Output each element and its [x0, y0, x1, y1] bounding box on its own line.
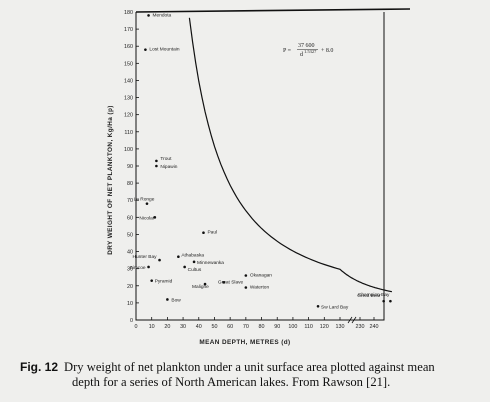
y-tick-label: 20	[127, 284, 133, 290]
data-point	[150, 279, 153, 282]
y-tick-label: 140	[124, 78, 133, 84]
figure-caption: Fig. 12 Dry weight of net plankton under …	[20, 360, 482, 390]
point-label: Nipawin	[160, 164, 177, 170]
y-tick-label: 0	[130, 318, 133, 324]
point-label: La Ronge	[134, 197, 155, 203]
data-point	[147, 265, 150, 269]
point-label: Maligne	[192, 284, 209, 290]
data-point	[244, 286, 248, 289]
point-label: Mendota	[153, 12, 172, 18]
x-tick-label: 130	[336, 324, 345, 330]
point-label: Minnewanka	[197, 260, 224, 266]
caption-label: Fig. 12	[20, 360, 59, 374]
y-axis-title: DRY WEIGHT OF NET PLANKTON, Kg/Ha (p)	[107, 105, 114, 255]
data-point	[144, 48, 147, 51]
x-tick-label: 10	[149, 324, 155, 330]
point-label: Bow	[171, 297, 181, 303]
data-point	[147, 14, 150, 17]
y-tick-label: 110	[124, 130, 133, 136]
formula-lhs: P =	[283, 48, 292, 54]
y-tick-label: 30	[127, 267, 133, 273]
data-point	[244, 274, 248, 277]
data-point	[316, 305, 320, 308]
y-tick-label: 170	[124, 27, 133, 33]
formula-numerator: 37 600	[298, 43, 315, 49]
data-point	[192, 260, 196, 264]
x-axis: 0 10 20 30 40 50 60 70 80 90 100 110 120 130 230 240	[135, 316, 379, 330]
x-tick-label: 0	[135, 324, 138, 330]
point-label: Simcoe	[130, 265, 146, 271]
point-label: Trout	[160, 156, 172, 162]
y-tick-label: 100	[124, 147, 133, 153]
data-points: Mendota Lost Mountain Trout Nipawin La Ronge…	[130, 12, 392, 310]
x-axis-title: MEAN DEPTH, METRES (d)	[199, 339, 290, 346]
y-tick-label: 80	[127, 181, 133, 187]
y-tick-label: 40	[127, 250, 133, 256]
y-tick-label: 50	[127, 232, 133, 238]
fit-curve	[188, 17, 393, 293]
formula-denominator: d	[300, 52, 303, 58]
y-tick-label: 70	[127, 198, 133, 204]
y-tick-label: 150	[124, 61, 133, 67]
point-label: Okanagan	[250, 273, 272, 279]
point-label: Lost Mountain	[149, 47, 179, 53]
x-tick-label: 50	[211, 324, 217, 330]
point-label: Waterton	[250, 284, 270, 290]
data-point	[177, 255, 180, 258]
formula-exponent: 1.5327	[304, 49, 317, 54]
top-border	[135, 8, 411, 13]
x-tick-label: 60	[227, 324, 233, 330]
data-point	[153, 216, 157, 219]
x-tick-label: 110	[304, 324, 313, 330]
formula: P = 37 600 d 1.5327 + 8.0	[283, 43, 333, 58]
point-label: Athabaska	[181, 253, 204, 259]
caption-text-line1: Dry weight of net plankton under a unit …	[64, 360, 435, 374]
data-point	[155, 164, 158, 168]
y-tick-label: 160	[124, 44, 133, 50]
y-tick-label: 90	[127, 164, 133, 170]
point-label: Pyramid	[155, 279, 173, 285]
data-point	[202, 231, 205, 235]
point-label: Paul	[207, 230, 217, 236]
y-tick-label: 180	[124, 10, 133, 16]
point-label: Hunter Bay	[133, 254, 158, 260]
x-tick-label: 80	[259, 324, 265, 330]
axis-break	[347, 316, 357, 324]
point-label: Nicolai	[139, 215, 153, 221]
data-point	[158, 258, 161, 262]
y-tick-label: 120	[124, 113, 133, 119]
y-tick-label: 130	[124, 96, 133, 102]
x-tick-label: 40	[196, 324, 202, 330]
point-label: Champion Bay	[358, 292, 390, 298]
caption-text-line2: depth for a series of North American lak…	[72, 375, 391, 389]
point-label: Great Bear	[357, 293, 381, 299]
y-tick-label: 10	[127, 301, 133, 307]
point-label: Great Slave	[218, 279, 244, 285]
x-tick-label: 100	[288, 324, 297, 330]
data-point	[145, 202, 149, 205]
y-axis: 0 10 20 30 40 50 60 70 80 90 100 110 120 130 140 150 160…	[124, 10, 139, 324]
data-point	[183, 265, 186, 269]
x-tick-label: 30	[180, 324, 186, 330]
x-tick-label: 90	[274, 324, 280, 330]
data-point	[155, 159, 158, 163]
x-tick-label: 240	[370, 324, 379, 330]
point-label: Cultus	[188, 267, 202, 273]
formula-constant: + 8.0	[321, 48, 333, 54]
x-tick-label: 230	[356, 324, 365, 330]
point-label: Sw Lard Bay	[321, 304, 349, 310]
x-tick-label: 120	[320, 324, 329, 330]
y-tick-label: 60	[127, 215, 133, 221]
x-tick-label: 70	[243, 324, 249, 330]
data-point	[382, 299, 385, 303]
data-point	[389, 299, 392, 303]
data-point	[166, 298, 169, 301]
x-tick-label: 20	[164, 324, 170, 330]
data-point	[222, 281, 226, 284]
data-point	[203, 282, 207, 286]
